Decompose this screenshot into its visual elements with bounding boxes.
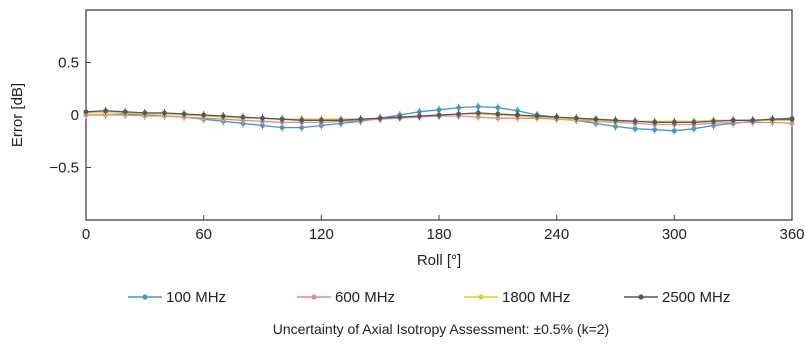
- data-point: [789, 116, 795, 122]
- data-point: [671, 128, 677, 134]
- data-point: [691, 119, 697, 125]
- y-axis-title: Error [dB]: [9, 83, 26, 147]
- data-point: [318, 117, 324, 123]
- data-point: [260, 123, 265, 128]
- y-tick-label: −0.5: [49, 160, 79, 177]
- data-point: [769, 116, 775, 122]
- legend-label: 600 MHz: [335, 289, 395, 306]
- legend-swatch-marker: [142, 294, 148, 300]
- data-point: [495, 105, 501, 111]
- x-axis: 0 60 120 180 240 300 360: [82, 215, 805, 243]
- legend-swatch-marker: [311, 294, 317, 300]
- data-point: [730, 117, 736, 123]
- legend-label: 2500 MHz: [662, 289, 730, 306]
- data-point: [416, 113, 422, 119]
- data-point: [632, 118, 638, 124]
- data-point: [220, 113, 226, 119]
- legend-swatch-marker: [638, 294, 644, 300]
- data-point: [142, 110, 148, 116]
- data-point: [103, 108, 109, 114]
- x-tick-label: 360: [779, 226, 804, 243]
- data-point: [456, 111, 462, 117]
- series-layer: [83, 102, 795, 135]
- x-tick-label: 0: [82, 226, 90, 243]
- data-point: [671, 119, 677, 125]
- data-point: [260, 115, 265, 121]
- data-point: [122, 109, 128, 115]
- data-point: [750, 117, 756, 123]
- data-point: [515, 108, 520, 114]
- data-point: [613, 117, 618, 123]
- data-point: [534, 113, 540, 119]
- x-axis-title: Roll [°]: [417, 252, 461, 269]
- x-tick-label: 60: [195, 226, 212, 243]
- x-tick-label: 180: [426, 226, 451, 243]
- legend-label: 100 MHz: [166, 289, 226, 306]
- data-point: [632, 126, 638, 132]
- uncertainty-note: Uncertainty of Axial Isotropy Assessment…: [273, 321, 609, 337]
- data-point: [162, 110, 167, 116]
- data-point: [711, 118, 716, 124]
- data-point: [397, 114, 403, 120]
- data-point: [240, 114, 246, 120]
- data-point: [279, 125, 285, 130]
- data-point: [456, 105, 462, 111]
- data-point: [652, 127, 658, 133]
- x-tick-label: 300: [662, 226, 687, 243]
- data-point: [377, 115, 383, 121]
- y-tick-label: 0: [71, 107, 79, 124]
- series-2500-mhz: [83, 106, 795, 127]
- legend-swatch-marker: [478, 294, 484, 300]
- data-point: [299, 117, 305, 123]
- data-point: [515, 112, 520, 118]
- x-tick-label: 240: [544, 226, 569, 243]
- data-point: [652, 119, 658, 125]
- data-point: [573, 115, 579, 121]
- data-point: [495, 111, 501, 117]
- data-point: [338, 117, 344, 123]
- data-point: [475, 104, 481, 109]
- data-point: [691, 126, 697, 132]
- data-point: [554, 114, 560, 120]
- x-tick-label: 120: [309, 226, 334, 243]
- data-point: [279, 116, 285, 122]
- data-point: [593, 116, 599, 122]
- legend-label: 1800 MHz: [502, 289, 570, 306]
- data-point: [201, 112, 207, 118]
- data-point: [358, 116, 363, 122]
- data-point: [299, 125, 305, 130]
- data-point: [436, 107, 442, 113]
- data-point: [181, 111, 187, 117]
- data-point: [436, 112, 442, 118]
- data-point: [613, 124, 618, 129]
- legend: 100 MHz 600 MHz 1800 MHz 2500 MHz: [128, 289, 730, 306]
- y-tick-label: 0.5: [58, 55, 79, 72]
- data-point: [475, 110, 481, 116]
- data-point: [83, 109, 89, 115]
- data-point: [416, 109, 422, 115]
